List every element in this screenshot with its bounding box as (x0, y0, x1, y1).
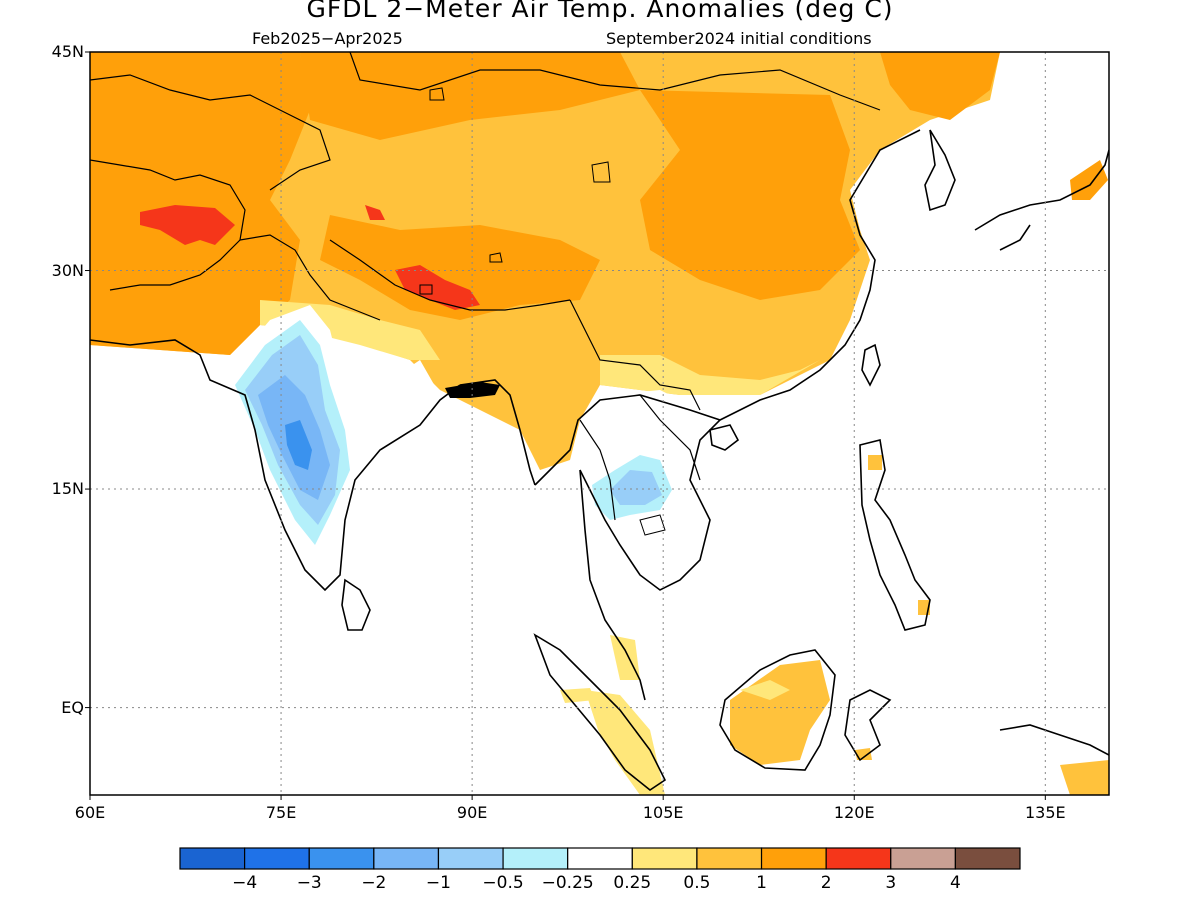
coastline-new-guinea (999, 724, 1109, 756)
legend-swatch (244, 847, 310, 870)
coastline-china (719, 129, 921, 421)
coastline-bay-of-bengal-east (459, 379, 536, 486)
legend-swatch (631, 847, 698, 870)
coastline-philippines (859, 439, 931, 631)
border-southeast-asia (569, 299, 701, 411)
legend-swatch (502, 847, 569, 870)
border-himalaya (329, 239, 571, 311)
inland-water-layer (419, 87, 666, 536)
legend-label: −0.25 (542, 873, 594, 893)
coastline-malay-peninsula (579, 469, 646, 701)
border-china-mongolia (349, 52, 881, 111)
anomaly-cool-india-core (285, 420, 312, 470)
period-label: Feb2025−Apr2025 (252, 29, 403, 48)
chart-title: GFDL 2−Meter Air Temp. Anomalies (deg C) (306, 0, 894, 23)
longitude-tick-label: 60E (74, 803, 106, 822)
legend-label: −3 (297, 873, 322, 893)
latitude-tick-label: 30N (51, 260, 84, 280)
border-layer (90, 52, 881, 521)
legend-swatch (825, 847, 892, 870)
lake-outline (429, 87, 445, 101)
coastline-indian-subcontinent (90, 339, 461, 592)
legend-swatch (437, 847, 504, 870)
lake-outline (639, 514, 666, 536)
anomaly-cool-thailand (610, 470, 662, 505)
coastline-taiwan (861, 343, 881, 387)
legend-label: −1 (426, 873, 451, 893)
legend-label: −0.5 (482, 873, 523, 893)
border-central-asia (90, 74, 331, 191)
anomaly-region-borneo-light (740, 680, 790, 700)
coastline-layer (90, 129, 1109, 791)
longitude-tick-label: 90E (456, 803, 488, 822)
longitude-tick-label: 120E (833, 803, 875, 822)
anomaly-fill-layer (90, 52, 1109, 795)
legend-swatch (696, 847, 763, 870)
lake-outline (489, 252, 503, 263)
legend-swatch (760, 847, 827, 870)
anomaly-hotspot-tibet (395, 265, 480, 310)
latitude-tick-label: 15N (51, 479, 84, 499)
anomaly-region-strong-northeast (880, 52, 1000, 120)
legend-label: −4 (232, 873, 257, 893)
initial-conditions-label: September2024 initial conditions (606, 29, 872, 48)
legend-swatch (954, 847, 1021, 870)
border-pakistan-india (239, 234, 381, 321)
legend-label: 0.5 (683, 873, 710, 893)
legend-label: 1 (756, 873, 767, 893)
anomaly-hotspot-small (365, 205, 385, 220)
border-myanmar-thailand (579, 419, 616, 521)
longitude-tick-label: 105E (642, 803, 684, 822)
legend-label: −2 (361, 873, 386, 893)
coastline-sumatra (533, 633, 667, 791)
coastline-hainan (709, 424, 740, 451)
anomaly-region-sumatra (585, 690, 665, 795)
anomaly-region-strong-east (640, 90, 860, 300)
anomaly-region-strong-plateau (320, 215, 600, 320)
longitude-tick-label: 135E (1024, 803, 1066, 822)
coastline-korea (924, 129, 956, 212)
longitude-tick-label: 75E (265, 803, 297, 822)
lake-outline (591, 161, 611, 183)
legend-label: 0.25 (613, 873, 651, 893)
anomaly-region-malaya (610, 635, 640, 680)
legend-swatch (890, 847, 956, 870)
anomaly-region-philippines (868, 455, 882, 470)
lake-outline (419, 284, 433, 295)
coastline-indochina (534, 394, 722, 591)
latitude-tick-label: EQ (61, 697, 84, 717)
border-iran-afghanistan (90, 159, 246, 291)
legend-label: 4 (950, 873, 961, 893)
anomaly-region-newguinea (1060, 760, 1109, 795)
coastline-borneo (719, 649, 836, 771)
legend-label: 2 (821, 873, 832, 893)
map-frame (89, 51, 1110, 796)
border-laos-vietnam (639, 394, 701, 481)
anomaly-region-light-south-china (600, 355, 820, 395)
legend-swatch (373, 847, 440, 870)
anomaly-hotspot-afghanistan (140, 205, 235, 245)
anomaly-region-sulawesi (855, 748, 872, 760)
coastline-sulawesi (844, 689, 892, 762)
anomaly-region-java-arc (560, 688, 595, 703)
legend-swatch (567, 847, 633, 870)
legend-swatch (308, 847, 375, 870)
legend-swatch (179, 847, 246, 870)
latitude-tick-label: 45N (51, 42, 84, 61)
coastline-japan (974, 149, 1109, 251)
coastline-sri-lanka (341, 578, 371, 631)
anomaly-region-strong-west (90, 52, 310, 355)
legend-label: 3 (885, 873, 896, 893)
